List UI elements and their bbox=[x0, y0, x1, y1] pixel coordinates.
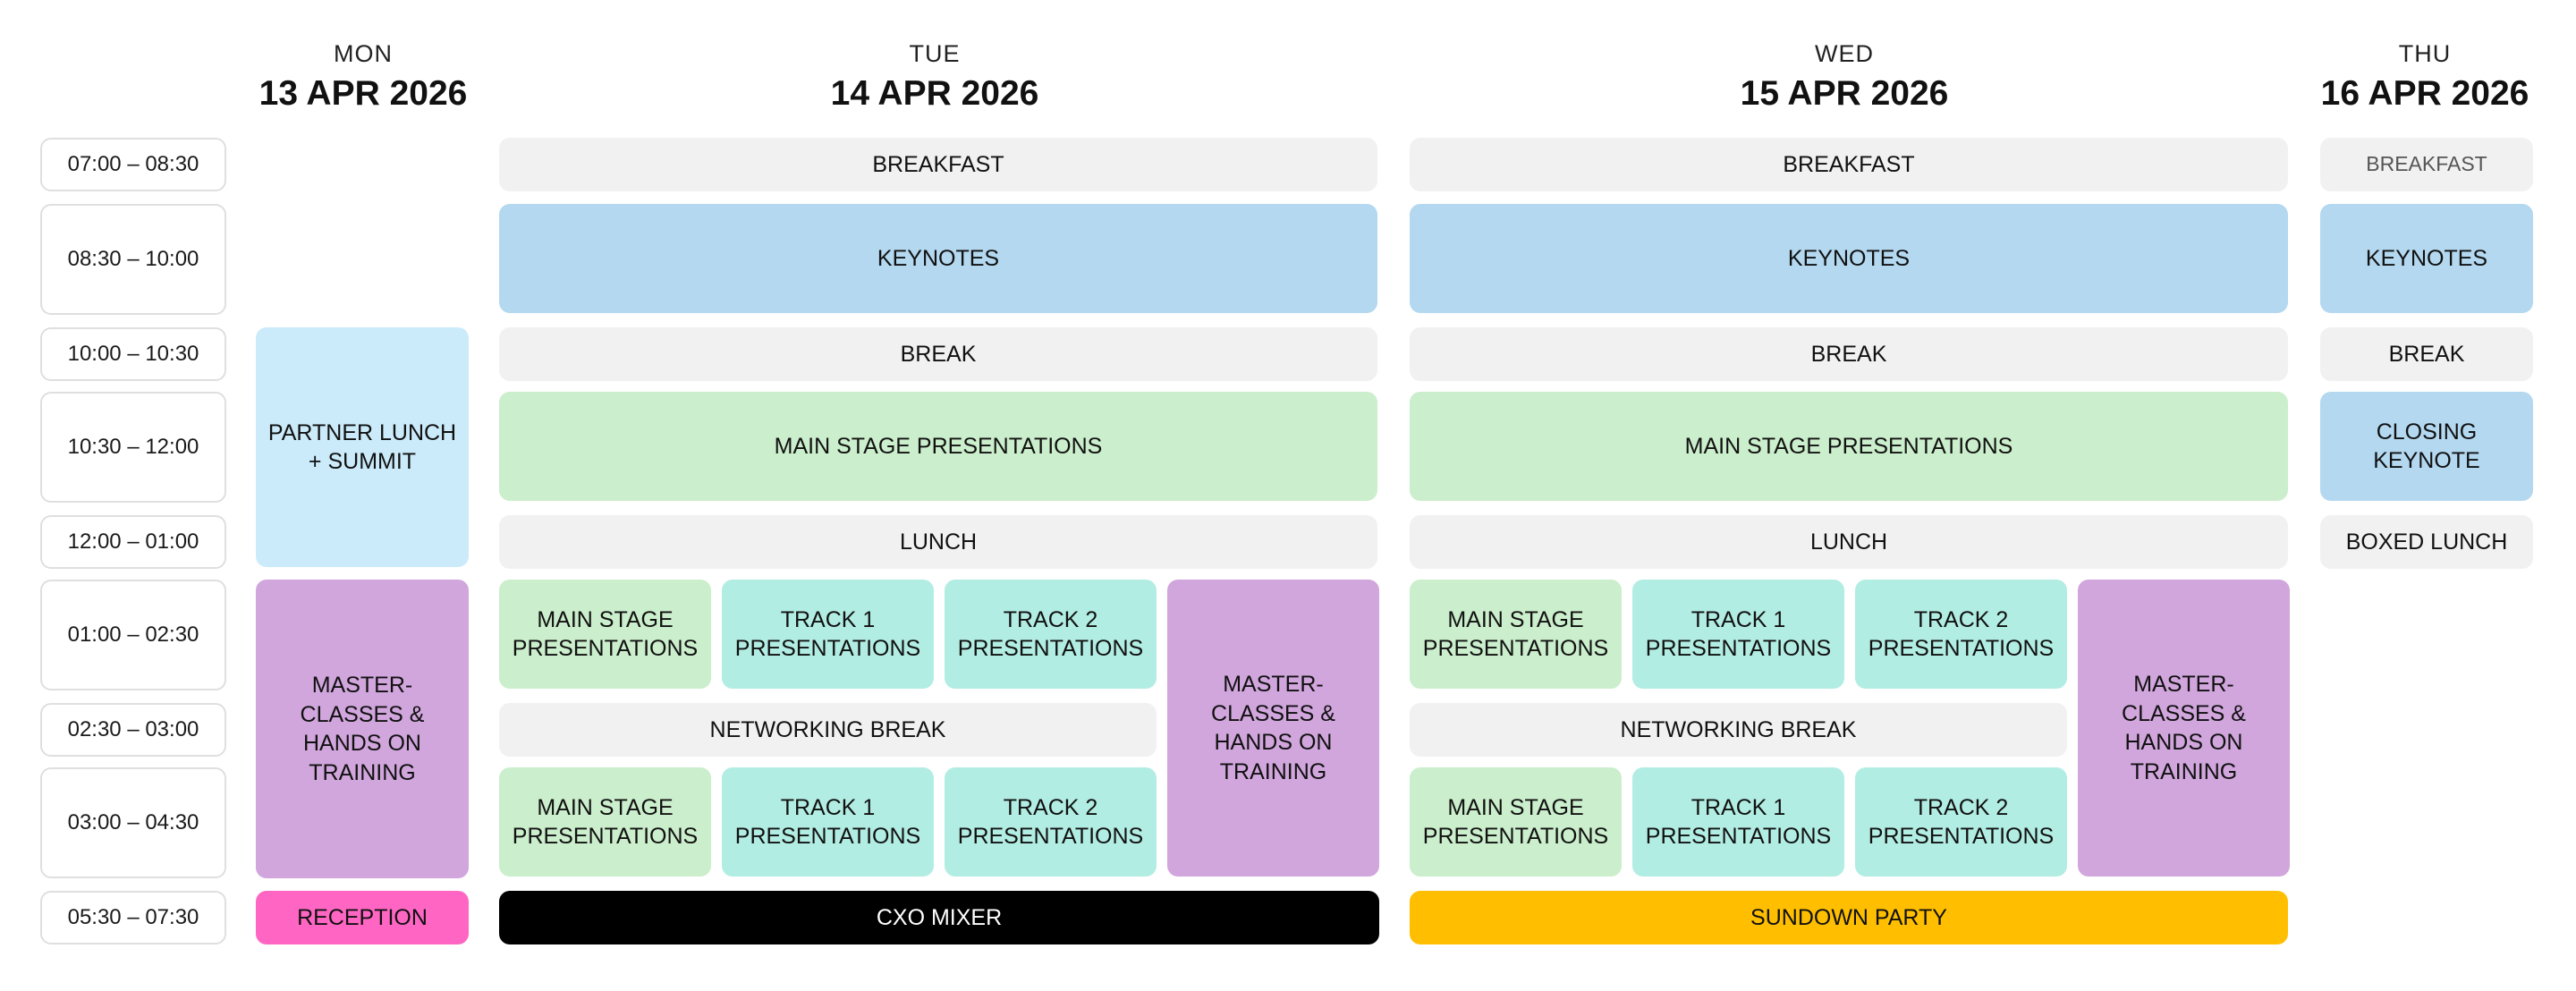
day-of-week: TUE bbox=[909, 40, 961, 67]
session-label: LUNCH bbox=[899, 529, 978, 555]
session-breakfast[interactable]: BREAKFAST bbox=[2320, 138, 2533, 191]
session-label: TRACK 1 PRESENTATIONS bbox=[1645, 606, 1832, 662]
session-label: RECEPTION bbox=[297, 904, 428, 930]
session-label: CLOSING KEYNOTE bbox=[2373, 419, 2480, 474]
time-slot: 12:00 – 01:00 bbox=[40, 515, 226, 569]
session-track1-pm2[interactable]: TRACK 1 PRESENTATIONS bbox=[722, 767, 934, 877]
session-main-stage[interactable]: MAIN STAGE PRESENTATIONS bbox=[499, 392, 1377, 501]
time-slot: 01:00 – 02:30 bbox=[40, 580, 226, 690]
time-slot: 08:30 – 10:00 bbox=[40, 204, 226, 315]
session-label: NETWORKING BREAK bbox=[709, 716, 946, 742]
session-label: MAIN STAGE PRESENTATIONS bbox=[774, 433, 1103, 459]
time-slot: 10:30 – 12:00 bbox=[40, 392, 226, 503]
session-boxed-lunch[interactable]: BOXED LUNCH bbox=[2320, 515, 2533, 569]
session-label: TRACK 2 PRESENTATIONS bbox=[957, 794, 1144, 850]
session-label: MAIN STAGE PRESENTATIONS bbox=[512, 794, 699, 850]
session-label: BREAK bbox=[1810, 341, 1887, 367]
session-masterclasses[interactable]: MASTER- CLASSES & HANDS ON TRAINING bbox=[256, 580, 469, 878]
session-label: MAIN STAGE PRESENTATIONS bbox=[512, 606, 699, 662]
session-label: MAIN STAGE PRESENTATIONS bbox=[1422, 606, 1609, 662]
session-sundown-party[interactable]: SUNDOWN PARTY bbox=[1410, 891, 2288, 944]
session-break[interactable]: BREAK bbox=[499, 327, 1377, 381]
session-track2-pm2[interactable]: TRACK 2 PRESENTATIONS bbox=[1855, 767, 2067, 877]
session-track2-pm1[interactable]: TRACK 2 PRESENTATIONS bbox=[1855, 580, 2067, 689]
session-reception[interactable]: RECEPTION bbox=[256, 891, 469, 944]
session-label: BREAK bbox=[900, 341, 977, 367]
session-label: MAIN STAGE PRESENTATIONS bbox=[1422, 794, 1609, 850]
session-label: CXO MIXER bbox=[876, 904, 1003, 930]
session-networking-break[interactable]: NETWORKING BREAK bbox=[499, 703, 1157, 757]
session-breakfast[interactable]: BREAKFAST bbox=[499, 138, 1377, 191]
session-break[interactable]: BREAK bbox=[1410, 327, 2288, 381]
session-main-stage-pm1[interactable]: MAIN STAGE PRESENTATIONS bbox=[1410, 580, 1622, 689]
session-keynotes[interactable]: KEYNOTES bbox=[499, 204, 1377, 313]
day-date: 16 APR 2026 bbox=[2320, 74, 2529, 113]
session-label: MASTER- CLASSES & HANDS ON TRAINING bbox=[300, 673, 425, 785]
day-of-week: THU bbox=[2398, 40, 2452, 67]
time-slot: 02:30 – 03:00 bbox=[40, 703, 226, 757]
day-date: 15 APR 2026 bbox=[1740, 74, 1949, 113]
session-track1-pm1[interactable]: TRACK 1 PRESENTATIONS bbox=[722, 580, 934, 689]
session-cxo-mixer[interactable]: CXO MIXER bbox=[499, 891, 1379, 944]
time-slot: 10:00 – 10:30 bbox=[40, 327, 226, 381]
session-label: TRACK 1 PRESENTATIONS bbox=[734, 794, 921, 850]
session-label: BOXED LUNCH bbox=[2345, 529, 2508, 555]
session-label: NETWORKING BREAK bbox=[1620, 716, 1857, 742]
session-masterclasses[interactable]: MASTER- CLASSES & HANDS ON TRAINING bbox=[2078, 580, 2290, 877]
session-label: TRACK 2 PRESENTATIONS bbox=[957, 606, 1144, 662]
session-label: MASTER- CLASSES & HANDS ON TRAINING bbox=[1211, 672, 1335, 784]
session-breakfast[interactable]: BREAKFAST bbox=[1410, 138, 2288, 191]
day-date: 14 APR 2026 bbox=[830, 74, 1039, 113]
day-date: 13 APR 2026 bbox=[258, 74, 468, 113]
session-main-stage-pm1[interactable]: MAIN STAGE PRESENTATIONS bbox=[499, 580, 711, 689]
session-label: LUNCH bbox=[1809, 529, 1888, 555]
session-track2-pm2[interactable]: TRACK 2 PRESENTATIONS bbox=[945, 767, 1157, 877]
session-main-stage[interactable]: MAIN STAGE PRESENTATIONS bbox=[1410, 392, 2288, 501]
session-label: KEYNOTES bbox=[1787, 245, 1911, 271]
session-track1-pm1[interactable]: TRACK 1 PRESENTATIONS bbox=[1632, 580, 1844, 689]
session-label: BREAKFAST bbox=[2366, 152, 2487, 176]
session-closing-keynote[interactable]: CLOSING KEYNOTE bbox=[2320, 392, 2533, 501]
session-label: BREAK bbox=[2388, 341, 2465, 367]
session-label: BREAKFAST bbox=[872, 151, 1004, 177]
day-of-week: WED bbox=[1815, 40, 1874, 67]
session-lunch[interactable]: LUNCH bbox=[1410, 515, 2288, 569]
session-masterclasses[interactable]: MASTER- CLASSES & HANDS ON TRAINING bbox=[1167, 580, 1379, 877]
time-slot: 07:00 – 08:30 bbox=[40, 138, 226, 191]
session-label: KEYNOTES bbox=[2365, 245, 2488, 271]
session-lunch[interactable]: LUNCH bbox=[499, 515, 1377, 569]
day-of-week: MON bbox=[334, 40, 393, 67]
session-label: PARTNER LUNCH + SUMMIT bbox=[267, 419, 457, 475]
session-break[interactable]: BREAK bbox=[2320, 327, 2533, 381]
session-main-stage-pm2[interactable]: MAIN STAGE PRESENTATIONS bbox=[1410, 767, 1622, 877]
time-slot: 05:30 – 07:30 bbox=[40, 891, 226, 944]
session-partner-lunch-summit[interactable]: PARTNER LUNCH + SUMMIT bbox=[256, 327, 469, 567]
session-main-stage-pm2[interactable]: MAIN STAGE PRESENTATIONS bbox=[499, 767, 711, 877]
session-label: BREAKFAST bbox=[1783, 151, 1915, 177]
session-keynotes[interactable]: KEYNOTES bbox=[2320, 204, 2533, 313]
time-slot: 03:00 – 04:30 bbox=[40, 767, 226, 878]
session-label: TRACK 2 PRESENTATIONS bbox=[1868, 794, 2055, 850]
session-label: KEYNOTES bbox=[877, 245, 1000, 271]
session-track2-pm1[interactable]: TRACK 2 PRESENTATIONS bbox=[945, 580, 1157, 689]
session-label: MASTER- CLASSES & HANDS ON TRAINING bbox=[2122, 672, 2246, 784]
session-label: TRACK 1 PRESENTATIONS bbox=[1645, 794, 1832, 850]
session-networking-break[interactable]: NETWORKING BREAK bbox=[1410, 703, 2067, 757]
session-label: TRACK 1 PRESENTATIONS bbox=[734, 606, 921, 662]
session-keynotes[interactable]: KEYNOTES bbox=[1410, 204, 2288, 313]
session-label: SUNDOWN PARTY bbox=[1750, 904, 1947, 930]
session-track1-pm2[interactable]: TRACK 1 PRESENTATIONS bbox=[1632, 767, 1844, 877]
session-label: TRACK 2 PRESENTATIONS bbox=[1868, 606, 2055, 662]
session-label: MAIN STAGE PRESENTATIONS bbox=[1684, 433, 2013, 459]
